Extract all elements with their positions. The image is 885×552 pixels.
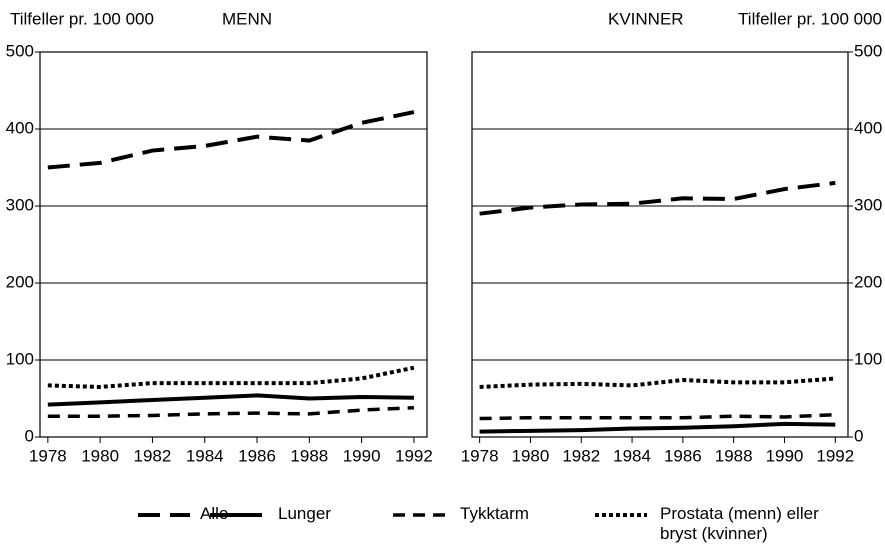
y-axis-label: Tilfeller pr. 100 000 <box>738 9 882 28</box>
y-tick-label: 500 <box>6 41 34 60</box>
legend-entry: Tykktarm <box>460 504 529 523</box>
y-tick-label: 400 <box>6 118 34 137</box>
y-tick-label: 400 <box>854 118 882 137</box>
legend-entry: Lunger <box>278 504 331 523</box>
x-tick-label: 1986 <box>238 446 276 465</box>
series-line <box>47 393 414 407</box>
y-tick-label: 200 <box>854 272 882 291</box>
chart-title: KVINNER <box>608 9 684 28</box>
y-tick-label: 200 <box>6 272 34 291</box>
y-tick-label: 0 <box>854 426 863 445</box>
series-line <box>47 110 415 170</box>
x-tick-label: 1986 <box>664 446 702 465</box>
series-line <box>47 365 415 389</box>
series-line <box>479 421 836 434</box>
x-tick-label: 1992 <box>816 446 854 465</box>
x-tick-label: 1982 <box>134 446 172 465</box>
y-tick-label: 500 <box>854 41 882 60</box>
x-tick-label: 1984 <box>186 446 224 465</box>
x-tick-label: 1980 <box>512 446 550 465</box>
x-tick-label: 1980 <box>81 446 119 465</box>
y-tick-label: 300 <box>854 195 882 214</box>
series-line <box>479 180 836 216</box>
y-tick-label: 0 <box>25 426 34 445</box>
x-tick-label: 1982 <box>562 446 600 465</box>
y-tick-label: 300 <box>6 195 34 214</box>
y-tick-label: 100 <box>6 349 34 368</box>
chart-title: MENN <box>222 9 272 28</box>
y-axis-label: Tilfeller pr. 100 000 <box>10 9 154 28</box>
x-tick-label: 1978 <box>461 446 499 465</box>
x-tick-label: 1984 <box>613 446 651 465</box>
series-line <box>47 405 415 418</box>
plot-frame <box>39 51 428 438</box>
x-tick-label: 1992 <box>395 446 433 465</box>
legend-label: Tykktarm <box>460 504 529 523</box>
series-line <box>479 412 836 421</box>
legend-label: Prostata (menn) eller bryst (kvinner) <box>660 504 819 543</box>
legend-entry: Prostata (menn) eller bryst (kvinner) <box>660 504 819 543</box>
legend-label: Lunger <box>278 504 331 523</box>
plot-frame <box>471 51 849 438</box>
x-tick-label: 1978 <box>29 446 67 465</box>
series-line <box>479 376 836 389</box>
x-tick-label: 1988 <box>290 446 328 465</box>
x-tick-label: 1990 <box>343 446 381 465</box>
x-tick-label: 1990 <box>766 446 804 465</box>
x-tick-label: 1988 <box>715 446 753 465</box>
y-tick-label: 100 <box>854 349 882 368</box>
